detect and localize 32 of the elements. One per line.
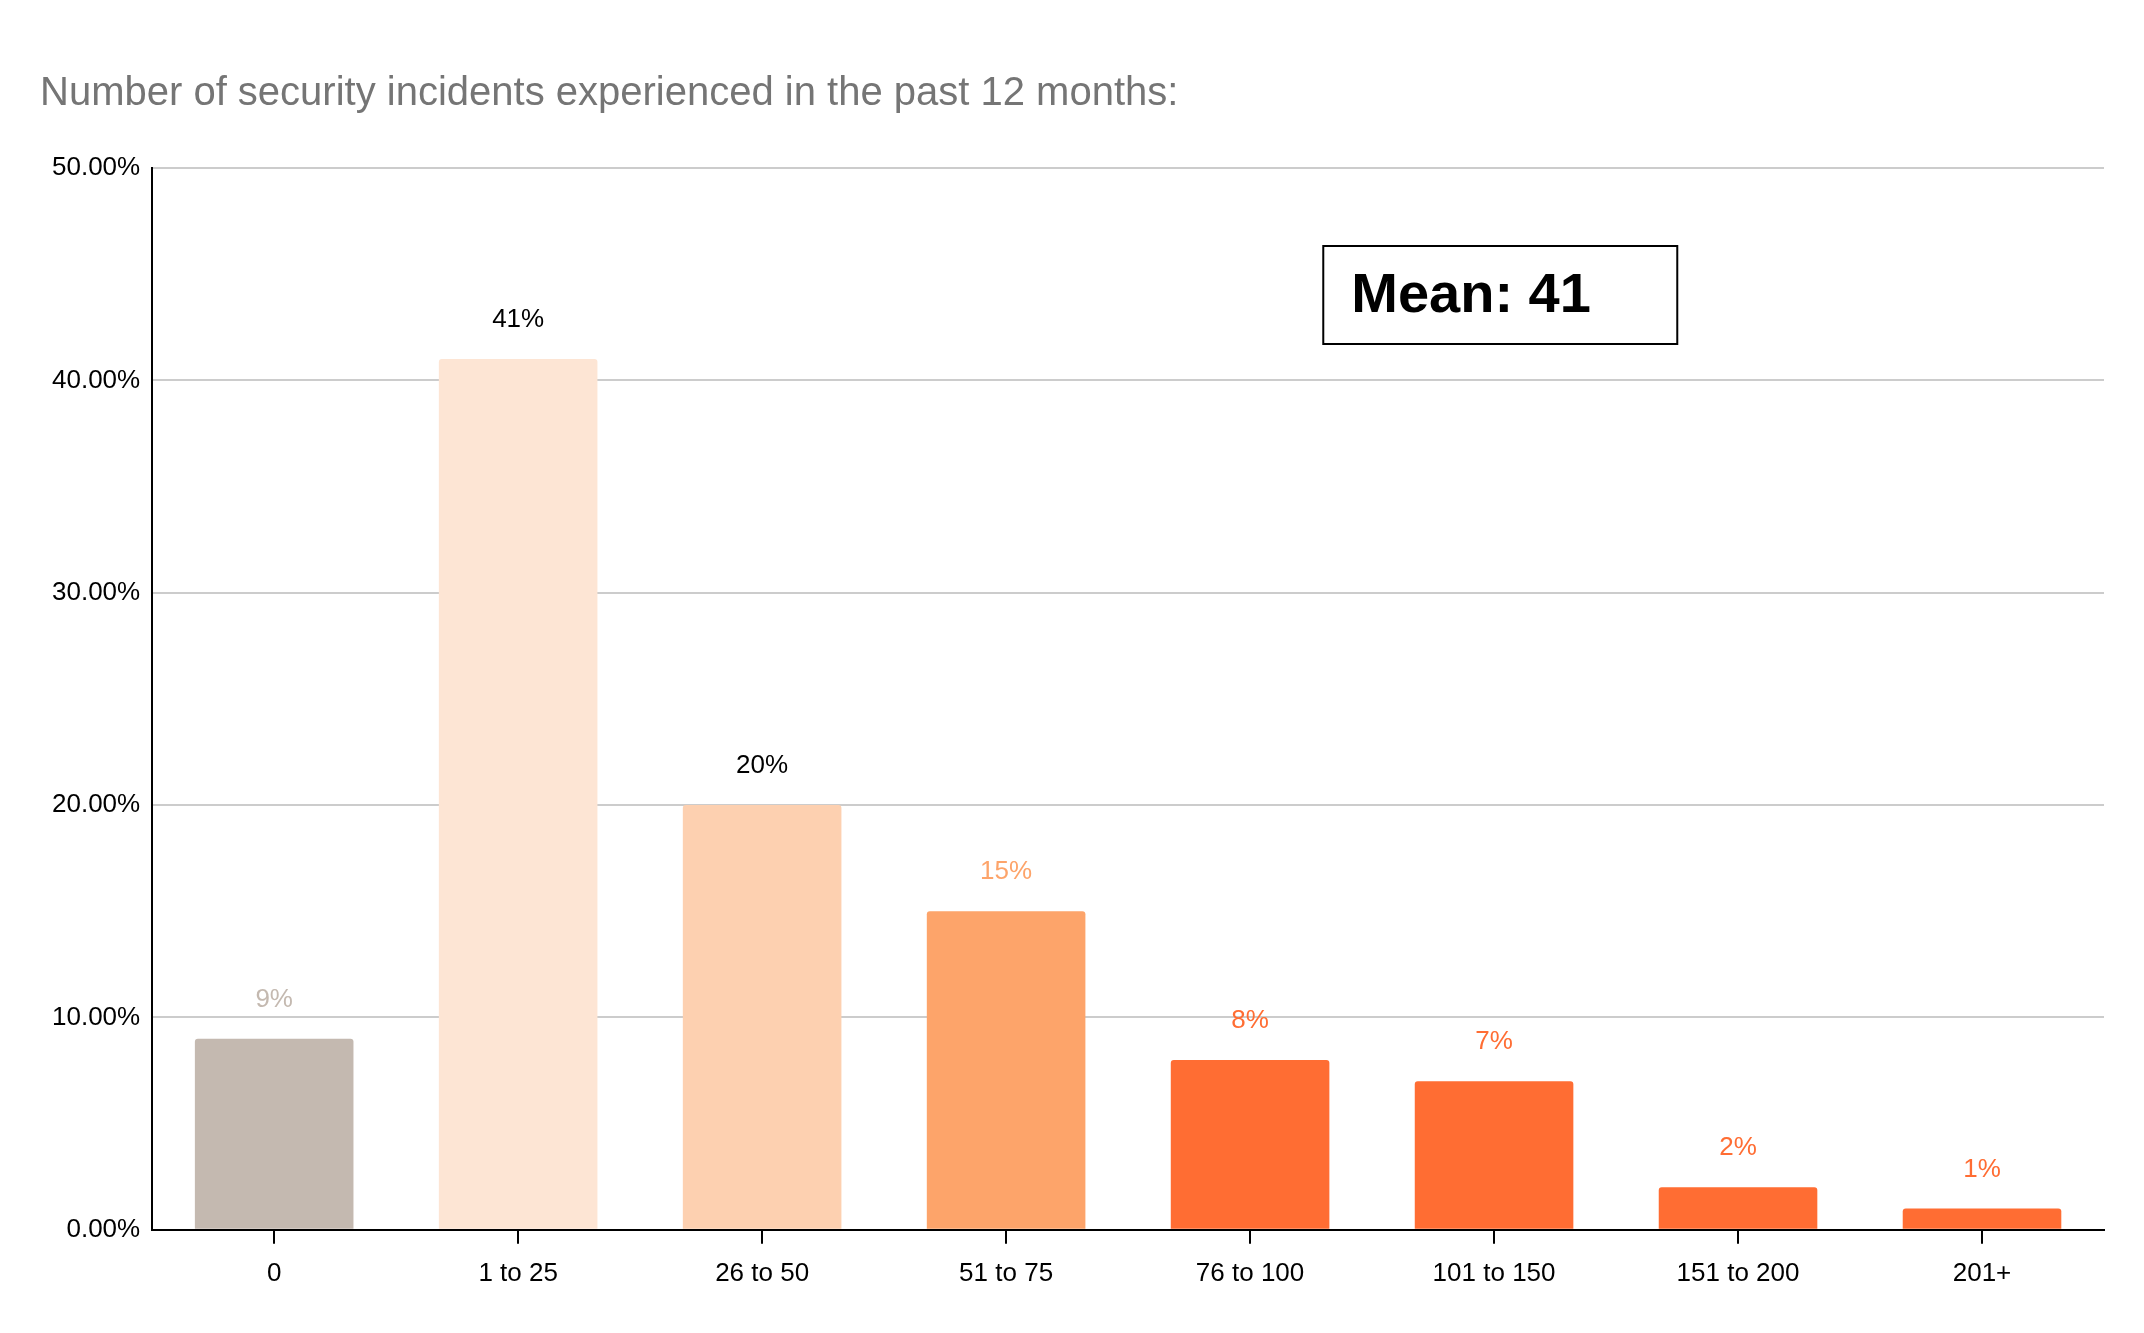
bar (1414, 1081, 1574, 1229)
data-label: 1% (1963, 1152, 2001, 1183)
x-tick-label: 201+ (1952, 1256, 2012, 1287)
bar (1170, 1059, 1330, 1229)
y-tick-label: 10.00% (51, 1000, 141, 1031)
y-tick-label: 50.00% (51, 151, 141, 182)
data-label: 7% (1475, 1025, 1513, 1056)
data-label: 8% (1231, 1004, 1269, 1035)
data-label: 2% (1719, 1131, 1757, 1162)
bar (682, 805, 842, 1229)
bar (1658, 1187, 1818, 1229)
x-tick-label: 76 to 100 (1195, 1256, 1305, 1287)
bar (926, 911, 1086, 1229)
x-tick-label: 0 (266, 1256, 282, 1287)
data-label: 41% (492, 303, 545, 334)
y-tick-label: 40.00% (51, 363, 141, 394)
bar (1902, 1208, 2062, 1229)
y-tick-label: 30.00% (51, 575, 141, 606)
bar (438, 359, 598, 1229)
x-tick-label: 101 to 150 (1432, 1256, 1556, 1287)
x-tick-label: 51 to 75 (959, 1256, 1054, 1287)
bar (194, 1038, 354, 1229)
y-tick-label: 20.00% (51, 788, 141, 819)
data-label: 15% (980, 855, 1033, 886)
data-label: 20% (736, 749, 789, 780)
y-tick-label: 0.00% (66, 1212, 141, 1243)
x-tick-label: 1 to 25 (478, 1256, 558, 1287)
x-tick-label: 26 to 50 (715, 1256, 810, 1287)
x-tick-label: 151 to 200 (1676, 1256, 1800, 1287)
annotation: Mean: 41 (1351, 261, 1591, 325)
chart-title: Number of security incidents experienced in the past 12 months: (40, 69, 1179, 114)
data-label: 9% (255, 982, 293, 1013)
